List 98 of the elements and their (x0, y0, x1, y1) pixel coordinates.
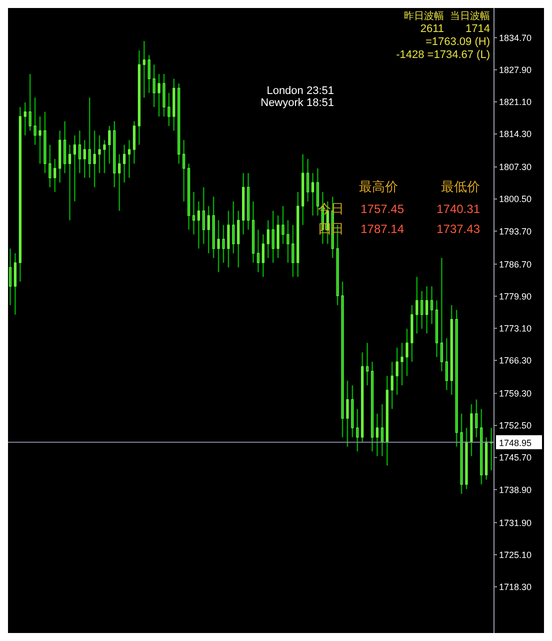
annotation: 1714 (466, 23, 490, 35)
y-tick-label: 1786.70 (499, 259, 532, 270)
candlestick (416, 276, 418, 334)
candlestick (396, 347, 398, 396)
candlestick (168, 92, 170, 127)
candlestick (232, 200, 235, 254)
candlestick (158, 73, 160, 118)
annotation: 1737.43 (436, 222, 480, 236)
candlestick (192, 191, 196, 236)
candlestick (440, 257, 443, 372)
candlestick (83, 139, 86, 178)
annotation: =1763.09 (H) (425, 36, 490, 48)
y-tick-label: 1793.70 (499, 226, 532, 236)
y-tick-label: 1725.10 (499, 550, 532, 560)
candlestick (400, 342, 404, 386)
candlestick (282, 206, 284, 244)
annotation: 1787.14 (360, 222, 404, 236)
candlestick (73, 134, 76, 202)
candlestick (197, 200, 200, 250)
y-tick-label: 1834.70 (499, 32, 532, 43)
candlestick (24, 102, 26, 136)
candlestick (222, 224, 225, 264)
candlestick (68, 144, 72, 221)
annotation: 当日波幅 (450, 10, 490, 22)
y-tick-label: 1814.30 (499, 129, 532, 140)
y-tick-label: 1773.10 (499, 323, 532, 334)
y-tick-label: 1766.30 (499, 356, 532, 366)
candlestick (311, 172, 314, 216)
candlestick (366, 342, 369, 386)
candlestick (356, 408, 359, 452)
candlestick (266, 220, 270, 259)
candlestick (262, 234, 264, 278)
candlestick (272, 210, 274, 264)
candlestick (14, 252, 17, 316)
ref-line-label: 1748.95 (499, 438, 532, 448)
annotation: 2611 (420, 23, 444, 35)
candlestick (276, 214, 280, 259)
candlestick (207, 206, 210, 254)
candlestick (292, 224, 294, 278)
y-tick-label: 1738.90 (499, 484, 532, 495)
candlestick (103, 139, 106, 174)
y-tick-label: 1827.90 (499, 64, 532, 75)
candlestick (162, 73, 166, 118)
candlestick (380, 404, 384, 457)
candlestick (93, 130, 96, 188)
annotation: 最高价 (359, 179, 398, 194)
candlestick (28, 73, 32, 132)
candlestick (256, 229, 260, 273)
y-tick-label: 1745.70 (499, 452, 532, 463)
annotation: 1740.31 (436, 202, 480, 216)
candlestick (182, 139, 186, 202)
candlestick (217, 220, 220, 273)
annotation: 昨日波幅 (404, 10, 444, 22)
candlestick (128, 139, 131, 178)
candlestick (8, 248, 12, 306)
y-tick-label: 1731.90 (499, 518, 532, 528)
candlestick (406, 328, 408, 377)
candlestick (346, 380, 349, 448)
candlestick (34, 97, 36, 146)
candlestick (237, 210, 240, 268)
candlestick (118, 154, 121, 212)
y-tick-label: 1718.30 (499, 582, 532, 592)
candlestick (430, 286, 434, 325)
candlestick (376, 413, 379, 457)
y-tick-label: 1800.50 (499, 194, 532, 204)
candlestick (63, 120, 66, 174)
y-tick-label: 1759.30 (499, 388, 532, 399)
candlestick (108, 125, 111, 164)
candlestick (132, 120, 136, 164)
candlestick (78, 130, 81, 174)
candlestick (316, 168, 320, 216)
y-tick-label: 1807.30 (499, 162, 532, 172)
candlestick (54, 158, 56, 193)
candlestick (38, 116, 42, 164)
candlestick (426, 286, 428, 334)
annotation: London 23:51 (266, 85, 334, 97)
candlestick (98, 134, 101, 174)
candlestick (88, 97, 91, 178)
candlestick (48, 144, 52, 188)
candlestick (306, 158, 310, 202)
candlestick (202, 186, 205, 244)
candlestick (148, 54, 150, 94)
annotation: Newyork 18:51 (260, 97, 334, 109)
candlestick (123, 144, 126, 184)
annotation: 最低价 (441, 179, 480, 194)
candlestick (445, 338, 448, 391)
annotation: 1757.45 (360, 202, 404, 216)
y-tick-label: 1752.50 (499, 420, 532, 431)
candlestick (142, 40, 146, 98)
candlestick (475, 398, 478, 438)
annotation: -1428 =1734.67 (L) (396, 49, 490, 61)
y-tick-label: 1821.10 (499, 97, 532, 108)
candlestick (390, 361, 394, 410)
candlestick (227, 210, 230, 268)
candlestick (420, 290, 424, 330)
candlestick (152, 64, 156, 108)
candlestick (286, 220, 290, 264)
y-tick-label: 1779.90 (499, 291, 532, 302)
